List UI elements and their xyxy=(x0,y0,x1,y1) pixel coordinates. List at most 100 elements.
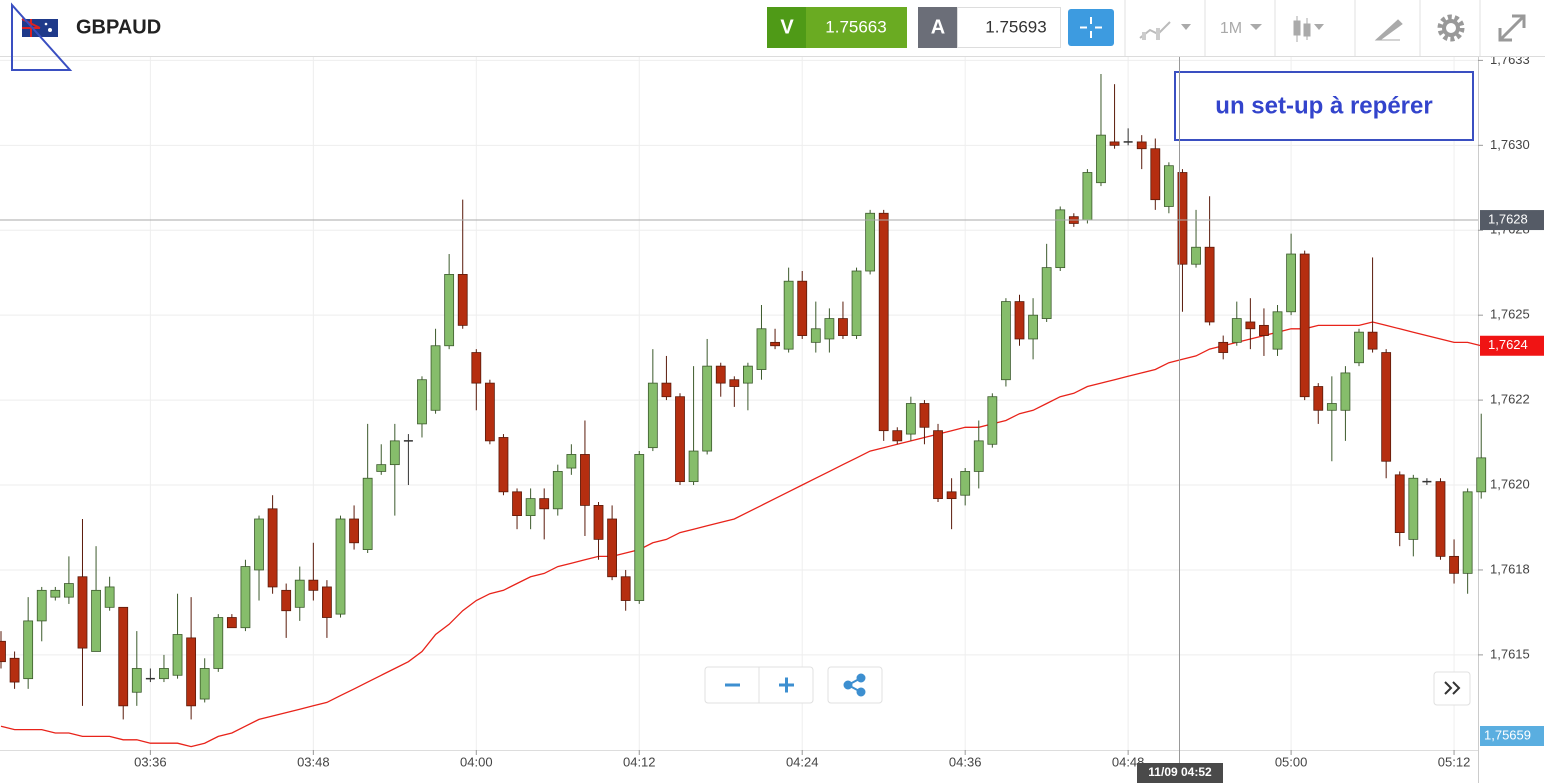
candle-body xyxy=(729,379,740,387)
zoom-in[interactable] xyxy=(779,677,794,693)
candle-body xyxy=(0,640,6,663)
candle-body xyxy=(498,437,509,493)
candle-body xyxy=(1028,314,1038,340)
sell-price-box[interactable] xyxy=(806,7,907,48)
candle-body xyxy=(199,668,210,700)
candle-body xyxy=(64,583,74,598)
candle-body xyxy=(1408,477,1419,540)
y-tick-label: 1,7615 xyxy=(1490,646,1530,661)
candle-body xyxy=(1462,491,1473,574)
x-tick-label: 04:36 xyxy=(949,754,982,769)
candle-body xyxy=(1381,352,1392,462)
candle-type-button[interactable] xyxy=(1293,16,1324,42)
candle-body xyxy=(960,471,971,496)
candle-body xyxy=(647,382,658,449)
candle-body xyxy=(919,403,930,428)
candle-body xyxy=(335,518,346,615)
timeframe[interactable]: 1M xyxy=(1220,20,1242,37)
timeframe-caret xyxy=(1250,24,1262,30)
fullscreen-button[interactable] xyxy=(1498,14,1526,42)
candle-body xyxy=(580,454,590,506)
candle-body xyxy=(430,345,441,411)
candle-body xyxy=(417,379,427,425)
candle-body xyxy=(1163,165,1174,207)
candle-body xyxy=(186,637,197,707)
candle-body xyxy=(254,518,264,571)
candle-body xyxy=(1326,403,1337,411)
candle-body xyxy=(1299,253,1310,398)
candle-body xyxy=(1096,134,1106,184)
candle-body xyxy=(1286,253,1296,313)
sell-price: 1.75663 xyxy=(825,17,886,36)
x-tick-label: 05:00 xyxy=(1275,754,1308,769)
candle-body xyxy=(213,617,224,669)
candle-body xyxy=(715,365,726,384)
chart-type-button[interactable] xyxy=(1139,21,1191,40)
candle-body xyxy=(362,477,373,550)
settings-button[interactable] xyxy=(1437,14,1465,42)
candle-body xyxy=(620,576,631,601)
candle-body xyxy=(1014,301,1025,340)
candle-body xyxy=(9,657,20,683)
candle-body xyxy=(444,274,455,347)
candle-body xyxy=(131,668,142,693)
candle-body xyxy=(118,606,129,707)
y-tick-label: 1,7622 xyxy=(1490,392,1530,407)
candle-body xyxy=(1340,372,1351,411)
candle-body xyxy=(471,352,482,384)
candle-body xyxy=(308,579,319,591)
candle-body xyxy=(172,634,183,676)
y-tick-label: 1,7630 xyxy=(1490,137,1530,152)
candle-body xyxy=(1177,172,1188,265)
candle-body xyxy=(756,328,767,370)
candle-body xyxy=(1354,331,1364,364)
candle-body xyxy=(688,450,699,483)
share-button[interactable] xyxy=(827,666,883,704)
buy-price-box[interactable] xyxy=(957,7,1061,48)
candle-body xyxy=(634,454,645,601)
candle-body xyxy=(240,566,251,629)
x-tick-label: 04:12 xyxy=(623,754,656,769)
candle-body xyxy=(987,396,998,445)
candle-body xyxy=(1136,141,1147,150)
y-tick-label: 1,7625 xyxy=(1490,307,1530,322)
candle-body xyxy=(484,382,495,442)
candle-body xyxy=(973,440,984,472)
candle-body xyxy=(77,576,88,649)
sell-button[interactable] xyxy=(767,7,807,48)
draw-button[interactable] xyxy=(1374,19,1403,41)
candle-body xyxy=(322,586,332,618)
ma-value-label: 1,7624 xyxy=(1488,337,1528,352)
buy-price: 1.75693 xyxy=(985,17,1046,36)
candle-body xyxy=(294,579,305,608)
candle-body xyxy=(1109,141,1120,146)
buy-button[interactable] xyxy=(918,7,958,48)
buy-label: A xyxy=(931,16,945,38)
candle-body xyxy=(851,270,862,336)
candle-body xyxy=(878,212,889,432)
x-tick-label: 03:36 xyxy=(134,754,167,769)
candle-body xyxy=(104,586,115,608)
symbol: GBPAUD xyxy=(76,16,161,38)
candle-body xyxy=(865,212,876,272)
plot: 1,76331,76301,76281,76251,76221,76201,76… xyxy=(0,52,1544,783)
candle-body xyxy=(1231,318,1242,343)
candle-body xyxy=(675,396,685,483)
candle-body xyxy=(1218,341,1229,353)
separators xyxy=(1124,0,1481,56)
candle-body xyxy=(770,341,780,347)
scroll-right-button[interactable] xyxy=(1433,671,1471,706)
candle-body xyxy=(838,318,848,336)
candle-body xyxy=(376,464,387,472)
candle-body xyxy=(23,620,34,680)
candle-body xyxy=(1367,331,1378,350)
sell-label: V xyxy=(780,16,794,38)
crosshair-button[interactable] xyxy=(1068,9,1114,46)
x-tick-label: 04:24 xyxy=(786,754,819,769)
candle-body xyxy=(36,589,47,622)
y-tick-label: 1,7620 xyxy=(1490,476,1530,491)
candle-body xyxy=(1245,321,1256,330)
candle-body xyxy=(661,382,672,398)
candle-body xyxy=(1001,301,1011,381)
